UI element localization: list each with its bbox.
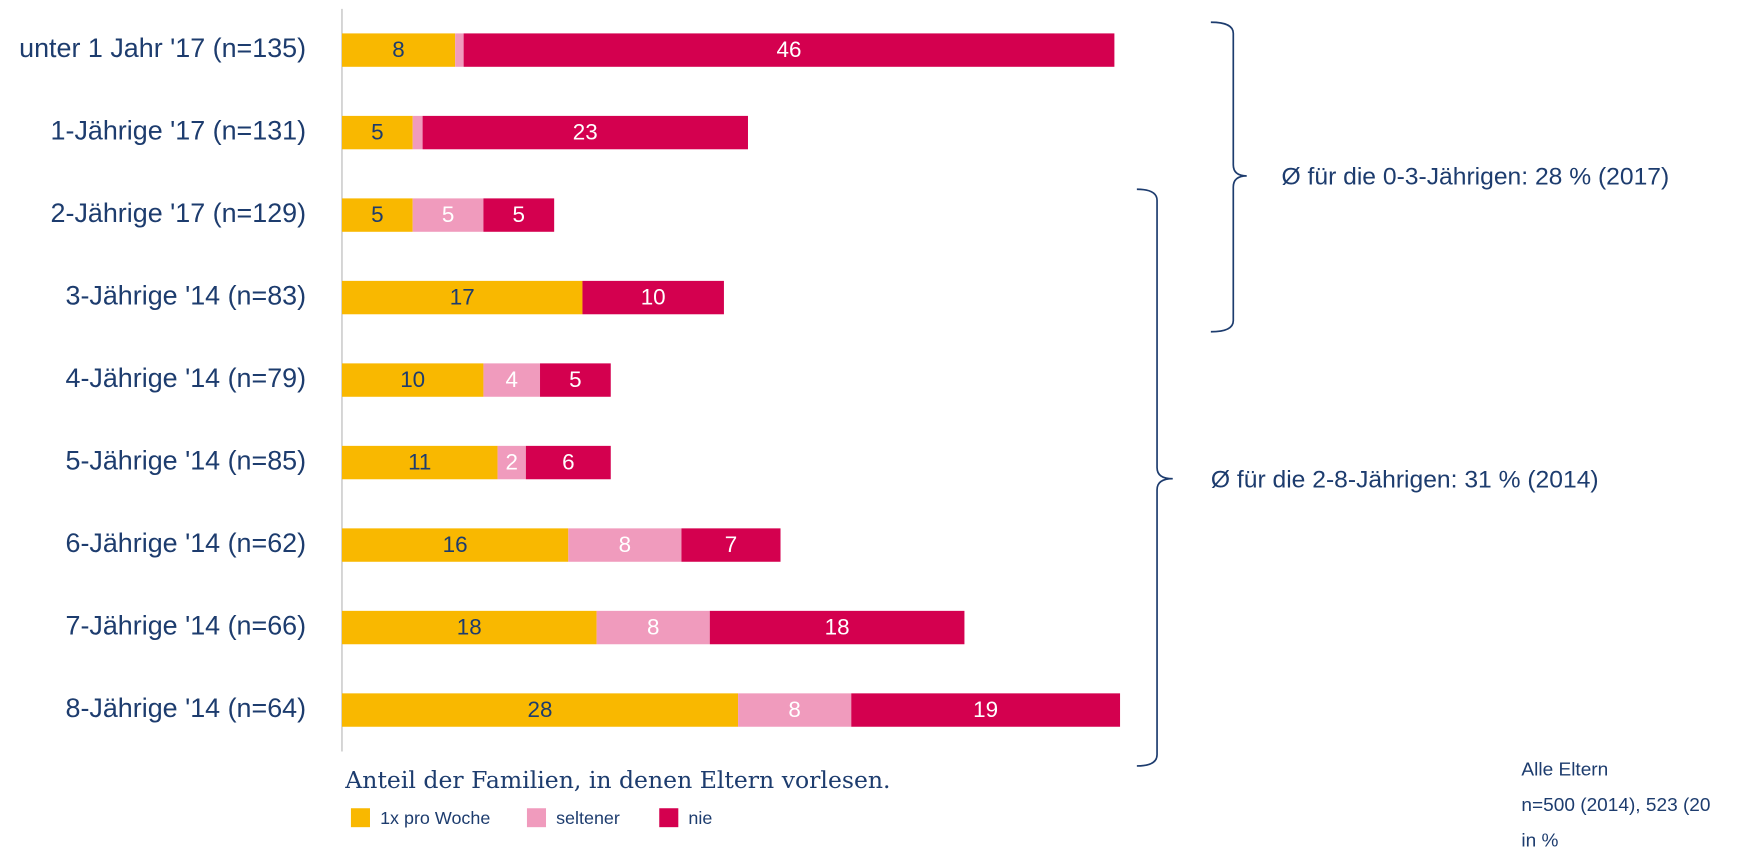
bar-segment	[681, 528, 781, 562]
data-label: 19	[973, 697, 998, 722]
bar-segment	[596, 610, 710, 645]
bar-segment	[483, 198, 555, 232]
y-tick-label: 4-Jährige '14 (n=79)	[66, 363, 307, 393]
bar-segment	[341, 280, 583, 315]
bracket	[1136, 188, 1173, 767]
bar-segment	[455, 33, 464, 67]
bar-segment	[341, 33, 456, 67]
data-label: 46	[777, 37, 802, 62]
bar-segment	[341, 528, 569, 562]
legend-label: nie	[688, 808, 712, 828]
legend-swatch	[659, 808, 679, 828]
data-label: 5	[442, 202, 454, 227]
data-label: 5	[371, 202, 383, 227]
data-label: 8	[647, 615, 659, 640]
legend-label: 1x pro Woche	[380, 808, 490, 828]
bar-segment	[422, 115, 748, 150]
data-label: 18	[825, 615, 850, 640]
data-label: 7	[725, 532, 737, 557]
y-tick-label: 8-Jährige '14 (n=64)	[66, 693, 307, 723]
y-tick-label: 6-Jährige '14 (n=62)	[66, 528, 307, 558]
bar-segment	[412, 115, 423, 150]
data-label: 4	[505, 367, 517, 392]
y-tick-label: 5-Jährige '14 (n=85)	[66, 446, 307, 476]
data-label: 8	[392, 37, 404, 62]
bar-segment	[341, 693, 739, 727]
data-label: 17	[450, 285, 475, 310]
data-label: 23	[573, 120, 598, 145]
data-label: 6	[562, 450, 574, 475]
bar-segment	[738, 693, 852, 727]
data-label: 11	[408, 450, 431, 475]
legend-swatch	[526, 808, 547, 828]
y-tick-label: unter 1 Jahr '17 (n=135)	[19, 33, 306, 63]
bar-segment	[341, 610, 597, 645]
data-label: 5	[371, 120, 383, 145]
bar-segment	[483, 363, 541, 397]
bar-segment	[582, 280, 724, 315]
data-label: 16	[443, 532, 468, 557]
bracket	[1210, 21, 1247, 333]
data-label: 8	[619, 532, 631, 557]
y-tick-label: 3-Jährige '14 (n=83)	[66, 281, 307, 311]
data-label: 8	[788, 697, 800, 722]
y-tick-label: 7-Jährige '14 (n=66)	[66, 611, 307, 641]
data-label: 5	[569, 367, 581, 392]
annotation: Ø für die 2-8-Jährigen: 31 % (2014)	[1211, 466, 1599, 493]
data-label: 5	[513, 202, 525, 227]
bar-segment	[540, 363, 611, 397]
bar-segment	[341, 198, 413, 232]
bar-segment	[568, 528, 682, 562]
bar-segment	[709, 610, 965, 645]
y-tick-label: 2-Jährige '17 (n=129)	[51, 198, 307, 228]
data-label: 28	[528, 697, 553, 722]
data-label: 18	[457, 615, 482, 640]
bar-segment	[497, 445, 526, 480]
data-label: 10	[641, 285, 666, 310]
bar-segment	[341, 363, 484, 397]
legend-title: Anteil der Familien, in denen Eltern vor…	[344, 766, 890, 794]
bar-segment	[341, 115, 413, 150]
bar-segment	[341, 445, 498, 480]
legend-label: seltener	[556, 808, 620, 828]
note: Alle Eltern	[1521, 759, 1608, 780]
bar-segment	[851, 693, 1121, 727]
bar-segment	[463, 33, 1115, 67]
data-label: 2	[505, 450, 517, 475]
bar-segment	[412, 198, 484, 232]
annotation: Ø für die 0-3-Jährigen: 28 % (2017)	[1282, 164, 1670, 191]
bar-segment	[525, 445, 611, 480]
data-label: 10	[400, 367, 425, 392]
note: in %	[1521, 831, 1558, 852]
legend-swatch	[350, 808, 370, 828]
note: n=500 (2014), 523 (20	[1521, 795, 1710, 816]
y-tick-label: 1-Jährige '17 (n=131)	[51, 116, 307, 146]
